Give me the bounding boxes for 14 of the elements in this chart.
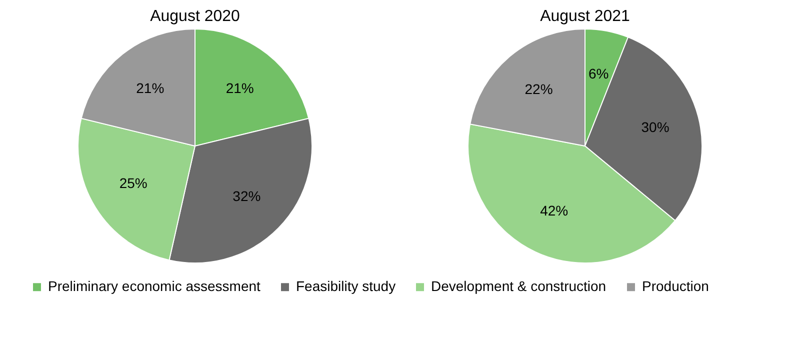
data-label: 30% bbox=[641, 118, 670, 135]
data-label: 42% bbox=[540, 202, 568, 219]
data-label: 22% bbox=[524, 81, 553, 98]
data-label: 32% bbox=[232, 188, 261, 204]
slice-label: August 2020 bbox=[150, 8, 240, 25]
legend-label: Feasibility study bbox=[296, 278, 396, 294]
slice-label: August 2021 bbox=[540, 8, 630, 25]
legend-label: Production bbox=[642, 278, 709, 294]
data-label: 25% bbox=[119, 175, 148, 192]
legend-label: Preliminary economic assessment bbox=[48, 278, 261, 294]
data-label: 21% bbox=[226, 80, 254, 96]
legend-label: Development & construction bbox=[431, 278, 606, 294]
data-label: 21% bbox=[136, 80, 164, 96]
data-label: 6% bbox=[588, 66, 609, 82]
